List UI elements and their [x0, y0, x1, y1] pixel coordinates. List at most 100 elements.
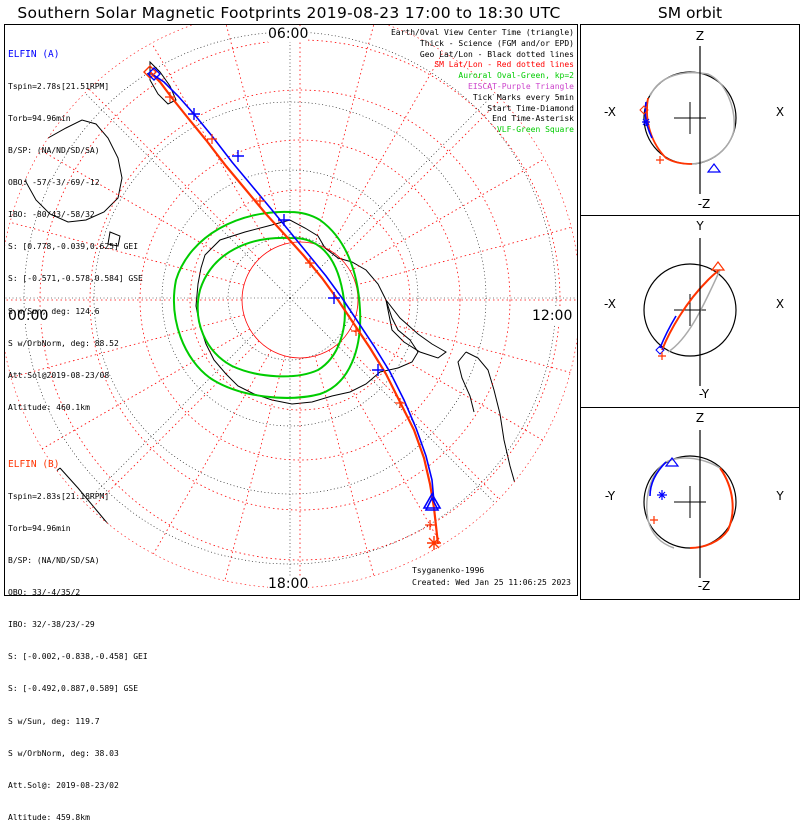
elfin-b-info: ELFIN (B) Tspin=2.83s[21.18RPM] Torb=94.… [8, 438, 148, 834]
xy-left-label: -X [604, 297, 616, 311]
model-label: Tsyganenko-1996 [412, 566, 485, 575]
sm-meridian-line [190, 25, 286, 245]
sm-meridian-line [5, 328, 250, 511]
footprint-map-frame [4, 24, 578, 596]
sm-meridian-line [350, 328, 577, 511]
legend-entry: Geo Lat/Lon - Black dotted lines [419, 49, 574, 59]
earth-circle [643, 263, 737, 357]
legend-entry: Auroral Oval-Green, kp=2 [458, 71, 574, 81]
sm-orbit-title: SM orbit [657, 4, 723, 22]
footprint-map [5, 25, 577, 589]
sm-meridian-line [190, 355, 286, 588]
south-america-outline [457, 351, 561, 588]
tasmania-outline [107, 231, 121, 247]
legend: Earth/Oval View Center Time (triangle) Th… [391, 28, 574, 136]
elfin-b-line: Tspin=2.83s[21.18RPM] [8, 491, 110, 501]
antarctic-peninsula-outline [385, 299, 447, 359]
start-diamonds [143, 65, 161, 81]
australia-outline [23, 119, 123, 223]
sm-meridian-line [5, 314, 245, 410]
xy-right-label: X [776, 297, 784, 311]
yz-bottom-label: -Z [698, 579, 711, 593]
sm-meridian-line [89, 25, 272, 250]
sm-pole-circle [241, 241, 359, 359]
xz-right-label: X [776, 105, 784, 119]
orbit-xz [639, 71, 737, 173]
new-zealand-outline [149, 60, 177, 105]
elfin-b-line: S w/Sun, deg: 119.7 [8, 716, 100, 726]
sm-meridian-line [350, 89, 577, 272]
orbit-xy [643, 261, 737, 360]
hour-label-12: 12:00 [532, 308, 573, 324]
legend-entry: VLF-Green Square [496, 125, 574, 135]
sm-meridian-line [314, 355, 410, 588]
elfin-b-line: Torb=94.96min [8, 523, 71, 533]
sm-meridian-line [314, 25, 410, 245]
elfin-a-line: S: [-0.571,-0.578,0.584] GSE [8, 274, 143, 284]
elfin-a-line: IBO: -80/43/-58/32 [8, 210, 95, 220]
elfin-a-line: S w/Sun, deg: 124.6 [8, 306, 100, 316]
yz-top-label: Z [696, 411, 704, 425]
legend-entry: EISCAT-Purple Triangle [468, 81, 574, 91]
elfin-a-line: B/SP: (NA/ND/SD/SA) [8, 146, 100, 156]
yz-right-label: Y [775, 489, 784, 503]
legend-entry: Earth/Oval View Center Time (triangle) [390, 28, 574, 37]
xy-bottom-label: -Y [699, 387, 710, 401]
elfin-a-name: ELFIN (A) [8, 49, 60, 61]
elfin-b-ticks [165, 92, 435, 530]
elfin-b-line: S: [-0.002,-0.838,-0.458] GEI [8, 652, 148, 662]
sm-latitude-circle [189, 189, 411, 411]
elfin-b-line: S w/OrbNorm, deg: 38.03 [8, 748, 119, 758]
legend-entry: End Time-Asterisk [492, 114, 574, 124]
legend-entry: Thick - Science (FGM and/or EPD) [419, 38, 574, 48]
elfin-a-orbit [646, 97, 693, 165]
elfin-b-line: B/SP: (NA/ND/SD/SA) [8, 556, 100, 566]
legend-entry: Start Time-Diamond [487, 103, 574, 113]
elfin-b-orbit [649, 71, 735, 165]
hour-label-06: 06:00 [268, 26, 309, 42]
elfin-b-line: S: [-0.492,0.887,0.589] GSE [8, 684, 139, 694]
sm-latitude-circle [89, 89, 511, 511]
sm-latitude-circle [139, 139, 461, 461]
elfin-a-line: Att.Sol@2019-08-23/08 [8, 370, 110, 380]
xz-left-label: -X [604, 105, 616, 119]
hour-label-00: 00:00 [8, 308, 49, 324]
xz-top-label: Z [696, 29, 704, 43]
sm-meridian-line [340, 340, 577, 588]
hour-label-18: 18:00 [268, 576, 309, 592]
elfin-a-ticks [188, 108, 384, 376]
sm-meridian-line [328, 25, 511, 250]
sm-meridian-line [5, 190, 245, 286]
elfin-b-line: Altitude: 459.8km [8, 812, 90, 822]
geo-grid [5, 25, 577, 588]
elfin-a-line: Torb=94.96min [8, 113, 71, 123]
elfin-a-line: S w/OrbNorm, deg: 88.52 [8, 338, 119, 348]
created-label: Created: Wed Jan 25 11:06:25 2023 [412, 578, 571, 587]
xy-top-label: Y [695, 219, 704, 233]
legend-entry: Tick Marks every 5min [472, 92, 574, 102]
orbit-yz [643, 455, 737, 549]
plot-title: Southern Solar Magnetic Footprints 2019-… [17, 4, 561, 22]
elfin-a-line: OBO: -57/-3/-69/-12 [8, 178, 100, 188]
end-asterisks [427, 536, 441, 550]
sm-meridian-line [355, 190, 577, 286]
elfin-a-info: ELFIN (A) Tspin=2.78s[21.51RPM] Torb=94.… [8, 28, 143, 424]
antarctica-outline [195, 219, 419, 405]
elfin-a-line: S: [0.778,-0.039,0.625] GEI [8, 242, 139, 252]
elfin-a-line: Altitude: 460.1km [8, 402, 90, 412]
auroral-oval-outer [173, 210, 362, 399]
elfin-a-track [151, 73, 435, 503]
sm-meridian-line [5, 89, 250, 272]
legend-entry: SM Lat/Lon - Red dotted lines [434, 60, 574, 70]
yz-left-label: -Y [605, 489, 616, 503]
elfin-b-line: OBO: 33/-4/35/2 [8, 588, 81, 598]
elfin-b-line: Att.Sol@: 2019-08-23/02 [8, 780, 119, 790]
sm-meridian-line [328, 350, 511, 588]
sm-meridian-line [355, 314, 577, 410]
xz-bottom-label: -Z [698, 197, 711, 211]
center-time-triangles [422, 492, 442, 511]
sm-meridian-line [89, 350, 272, 588]
auroral-oval-inner [196, 236, 346, 378]
elfin-b-track [149, 71, 440, 545]
elfin-b-line: IBO: 32/-38/23/-29 [8, 620, 95, 630]
